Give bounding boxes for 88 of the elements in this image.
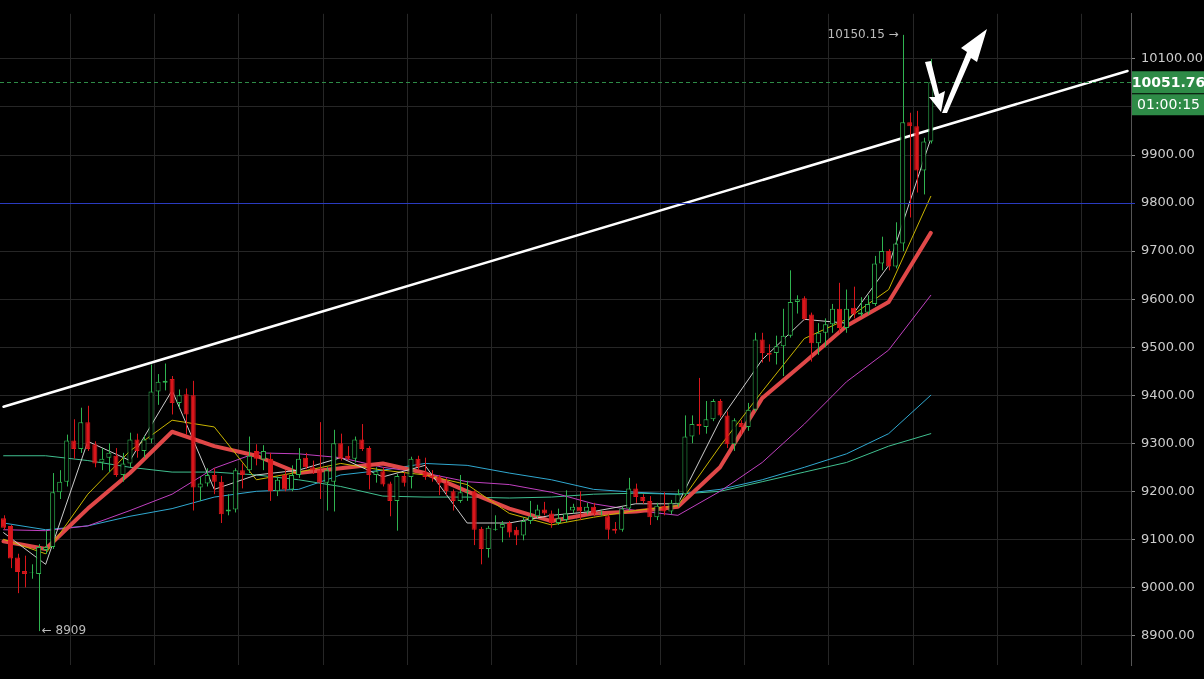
candlestick xyxy=(822,317,828,348)
candlestick xyxy=(141,435,147,459)
candlestick xyxy=(633,483,639,504)
candlestick xyxy=(850,286,857,319)
y-tick-label: 9800.00 xyxy=(1141,194,1195,210)
candlestick xyxy=(843,289,850,334)
candlestick xyxy=(562,489,569,523)
candlestick xyxy=(289,464,295,492)
candlestick xyxy=(169,375,175,415)
candlestick xyxy=(759,332,765,364)
y-tick-label: 9600.00 xyxy=(1141,290,1195,306)
annotation: ← 8909 xyxy=(41,623,87,638)
candlestick xyxy=(246,436,252,474)
candlestick xyxy=(204,467,210,487)
candlestick xyxy=(380,466,386,487)
y-tick-label: 9200.00 xyxy=(1141,482,1195,498)
candlestick xyxy=(886,248,892,271)
y-tick-label: 8900.00 xyxy=(1141,626,1195,642)
candlestick xyxy=(422,457,428,481)
candlestick xyxy=(15,553,21,594)
candlestick xyxy=(436,474,442,496)
candlestick xyxy=(647,495,653,526)
candlestick xyxy=(176,388,182,409)
candlestick xyxy=(239,462,245,489)
candlestick xyxy=(155,373,161,406)
ref-line-label: 10051.76 xyxy=(1131,73,1204,90)
y-tick-label: 9700.00 xyxy=(1141,242,1195,258)
y-tick-label: 9500.00 xyxy=(1141,338,1195,354)
candlestick xyxy=(717,398,723,418)
candlestick xyxy=(499,520,505,543)
candlestick xyxy=(794,294,800,315)
candlestick xyxy=(22,555,28,588)
candlestick xyxy=(120,452,126,483)
y-tick-label: 10100.00 xyxy=(1141,50,1204,66)
candlestick xyxy=(457,474,463,504)
candlestick xyxy=(359,423,365,452)
candlestick xyxy=(801,295,807,321)
candlestick xyxy=(183,388,189,436)
candlestick xyxy=(773,335,779,365)
candlestick xyxy=(352,436,358,463)
candlestick xyxy=(893,221,899,269)
candlestick xyxy=(71,418,77,460)
candlestick xyxy=(317,421,323,500)
candlestick xyxy=(865,294,871,316)
candlestick xyxy=(324,466,330,512)
candlestick xyxy=(815,322,821,356)
candlestick xyxy=(780,308,786,377)
candlestick xyxy=(281,469,288,492)
candlestick xyxy=(387,481,393,517)
candlestick xyxy=(478,526,484,565)
candlestick xyxy=(689,414,695,444)
candlestick xyxy=(43,530,49,555)
candlestick xyxy=(520,516,526,541)
candlestick xyxy=(879,236,885,271)
candlestick xyxy=(106,442,112,473)
candlestick xyxy=(485,525,491,559)
y-tick-label: 9400.00 xyxy=(1141,386,1195,402)
candlestick xyxy=(211,467,217,495)
candlestick xyxy=(527,500,533,525)
text: 01:00:15 xyxy=(1137,95,1200,112)
candlestick xyxy=(710,398,716,422)
candlestick xyxy=(134,433,140,459)
y-tick-label: 9900.00 xyxy=(1141,146,1195,162)
y-tick-label: 9300.00 xyxy=(1141,434,1195,450)
candlestick xyxy=(619,506,625,533)
candlestick xyxy=(605,513,611,540)
candlestick xyxy=(450,488,456,512)
candlestick xyxy=(703,400,709,435)
candlestick xyxy=(274,476,281,497)
candlestick xyxy=(836,282,842,334)
candlestick xyxy=(253,443,259,466)
candlestick xyxy=(92,440,98,468)
candlestick xyxy=(296,447,302,479)
candlestick xyxy=(113,447,119,478)
candlestick xyxy=(260,444,266,471)
candlestick xyxy=(626,477,632,512)
candlestick xyxy=(127,432,133,468)
candlestick xyxy=(338,433,344,462)
candlestick xyxy=(394,473,400,532)
candlestick xyxy=(745,402,751,432)
candlestick xyxy=(829,303,835,334)
y-tick-label: 9100.00 xyxy=(1141,530,1195,546)
candlestick xyxy=(408,456,414,489)
candlestick xyxy=(57,469,63,500)
candlestick xyxy=(731,417,737,452)
y-tick-label: 9000.00 xyxy=(1141,578,1195,594)
annotation: 10150.15 → xyxy=(827,26,899,41)
candlestick xyxy=(907,112,913,218)
